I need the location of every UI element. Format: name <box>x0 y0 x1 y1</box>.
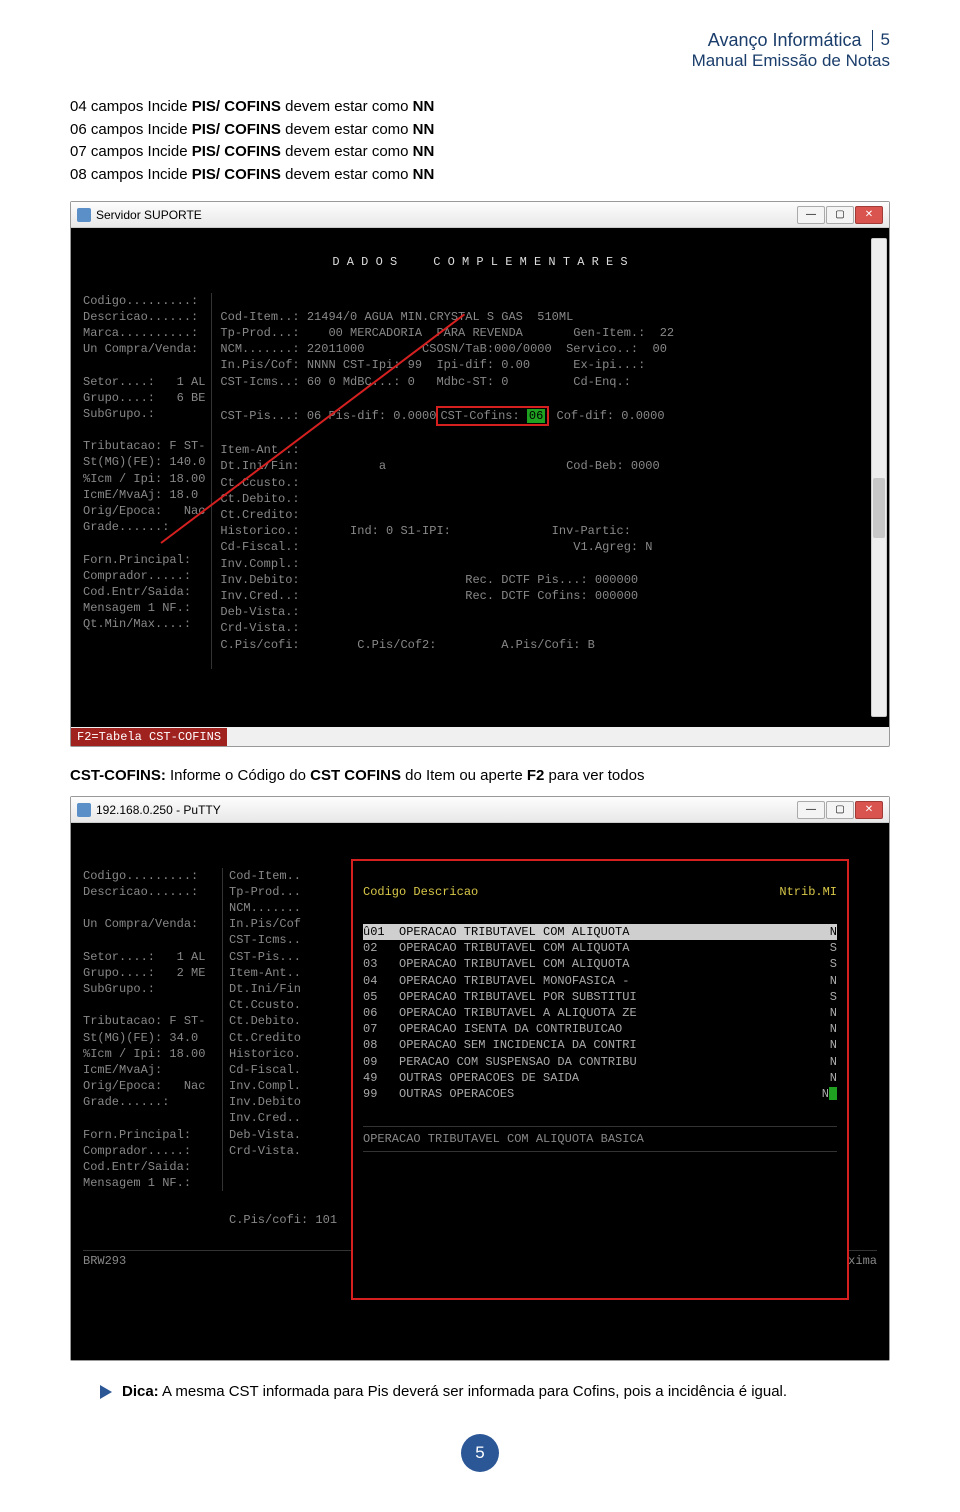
intro-bold: PIS/ COFINS <box>192 98 285 115</box>
popup-row[interactable]: 03OPERACAO TRIBUTAVEL COM ALIQUOTAS <box>363 956 837 972</box>
mid-instruction: CST-COFINS: Informe o Código do CST COFI… <box>70 767 890 784</box>
company-name: Avanço Informática <box>708 30 873 51</box>
title-bar: 192.168.0.250 - PuTTY — ▢ ✕ <box>71 797 889 823</box>
scrollbar-thumb[interactable] <box>873 478 885 538</box>
popup-footer: OPERACAO TRIBUTAVEL COM ALIQUOTA BASICA <box>363 1126 837 1152</box>
left-panel: Codigo.........: Descricao......: Un Com… <box>83 868 223 1192</box>
right-panel-2: Item-Ant..: Dt.Ini/Fin: a Cod-Beb: 0000 … <box>220 442 877 652</box>
popup-row[interactable]: 07OPERACAO ISENTA DA CONTRIBUICAON <box>363 1021 837 1037</box>
popup-row[interactable]: 02OPERACAO TRIBUTAVEL COM ALIQUOTAS <box>363 940 837 956</box>
mid-panel: Cod-Item.. Tp-Prod... NCM....... In.Pis/… <box>229 868 314 1192</box>
close-button[interactable]: ✕ <box>855 801 883 819</box>
popup-rows: û01OPERACAO TRIBUTAVEL COM ALIQUOTAN02OP… <box>363 924 837 1102</box>
terminal-content: Codigo.........: Descricao......: Un Com… <box>71 823 889 1360</box>
popup-row[interactable]: 08OPERACAO SEM INCIDENCIA DA CONTRIN <box>363 1037 837 1053</box>
popup-row[interactable]: 99OUTRAS OPERACOESN <box>363 1086 837 1102</box>
manual-title: Manual Emissão de Notas <box>70 51 890 71</box>
terminal-content: D A D O S C O M P L E M E N T A R E S Co… <box>71 228 889 727</box>
terminal-header: D A D O S C O M P L E M E N T A R E S <box>83 254 877 270</box>
app-icon <box>77 803 91 817</box>
popup-row[interactable]: 05OPERACAO TRIBUTAVEL POR SUBSTITUIS <box>363 989 837 1005</box>
maximize-button[interactable]: ▢ <box>826 801 854 819</box>
close-button[interactable]: ✕ <box>855 206 883 224</box>
minimize-button[interactable]: — <box>797 801 825 819</box>
title-bar: Servidor SUPORTE — ▢ ✕ <box>71 202 889 228</box>
scrollbar[interactable] <box>871 238 887 717</box>
cst-cofins-highlight: CST-Cofins: 06 <box>436 406 549 426</box>
minimize-button[interactable]: — <box>797 206 825 224</box>
popup-header-right: Ntrib.MI <box>779 884 837 900</box>
cst-cofins-value[interactable]: 06 <box>527 409 545 423</box>
window-title: Servidor SUPORTE <box>96 208 202 222</box>
status-bar: F2=Tabela CST-COFINS <box>71 728 227 746</box>
popup-row[interactable]: 04OPERACAO TRIBUTAVEL MONOFASICA -N <box>363 973 837 989</box>
popup-row[interactable]: û01OPERACAO TRIBUTAVEL COM ALIQUOTAN <box>363 924 837 940</box>
popup-row[interactable]: 49OUTRAS OPERACOES DE SAIDAN <box>363 1070 837 1086</box>
tip-text: A mesma CST informada para Pis deverá se… <box>159 1383 787 1400</box>
right-panel-1: Cod-Item..: 21494/0 AGUA MIN.CRYSTAL S G… <box>220 309 877 390</box>
popup-row[interactable]: 09PERACAO COM SUSPENSAO DA CONTRIBUN <box>363 1054 837 1070</box>
arrow-icon <box>100 1385 112 1399</box>
tip-block: Dica: A mesma CST informada para Pis dev… <box>100 1381 860 1404</box>
page-number-top: 5 <box>881 30 890 50</box>
window-controls: — ▢ ✕ <box>797 206 883 224</box>
footer-left: BRW293 <box>83 1253 126 1269</box>
page-header: Avanço Informática 5 Manual Emissão de No… <box>70 30 890 71</box>
window-controls: — ▢ ✕ <box>797 801 883 819</box>
page-number-bottom: 5 <box>461 1434 499 1472</box>
terminal-window-2: 192.168.0.250 - PuTTY — ▢ ✕ Codigo......… <box>70 796 890 1361</box>
intro-text: 04 campos Incide <box>70 98 192 115</box>
popup-row[interactable]: 06OPERACAO TRIBUTAVEL A ALIQUOTA ZEN <box>363 1005 837 1021</box>
app-icon <box>77 208 91 222</box>
maximize-button[interactable]: ▢ <box>826 206 854 224</box>
cst-popup: Codigo Descricao Ntrib.MI û01OPERACAO TR… <box>351 859 849 1300</box>
intro-list: 04 campos Incide PIS/ COFINS devem estar… <box>70 96 890 186</box>
popup-header-left: Codigo Descricao <box>363 884 779 900</box>
terminal-window-1: Servidor SUPORTE — ▢ ✕ D A D O S C O M P… <box>70 201 890 747</box>
left-panel: Codigo.........: Descricao......: Marca.… <box>83 293 212 669</box>
tip-label: Dica: <box>122 1383 159 1400</box>
window-title: 192.168.0.250 - PuTTY <box>96 803 221 817</box>
